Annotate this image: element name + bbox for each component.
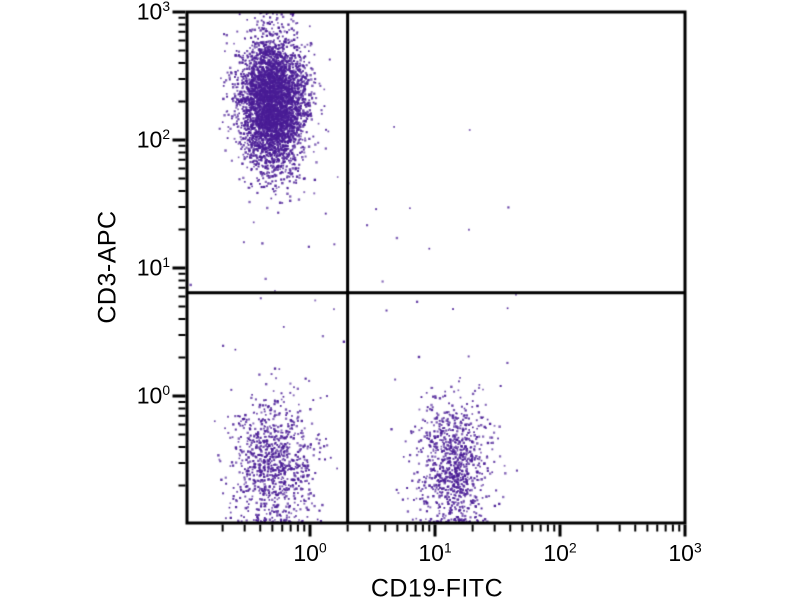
- y-axis-title: CD3-APC: [93, 210, 122, 324]
- x-axis-title: CD19-FITC: [370, 574, 504, 600]
